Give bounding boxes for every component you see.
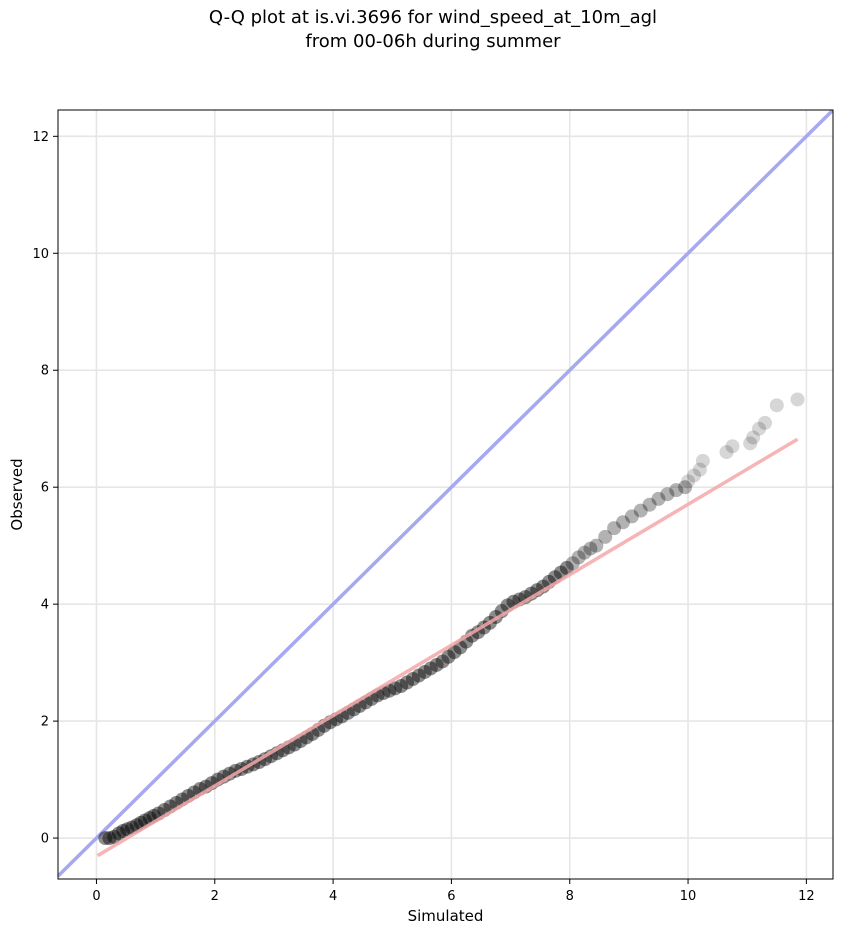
- data-point: [435, 654, 450, 669]
- data-point: [423, 661, 438, 676]
- data-point: [447, 645, 462, 660]
- data-point: [116, 824, 131, 839]
- data-point: [589, 538, 604, 553]
- y-tick-label: 12: [32, 130, 49, 145]
- data-point: [571, 550, 586, 565]
- data-point: [607, 521, 622, 536]
- data-point: [577, 545, 592, 560]
- data-point: [565, 556, 580, 571]
- data-point: [400, 675, 415, 690]
- fit-line: [96, 437, 799, 858]
- data-point: [98, 831, 113, 846]
- data-point: [598, 529, 613, 544]
- data-point: [111, 826, 126, 841]
- reference-line: [58, 110, 833, 878]
- data-point: [120, 822, 135, 837]
- x-tick-label: 12: [798, 889, 815, 904]
- chart-title-line-2: from 00-06h during summer: [305, 31, 561, 52]
- data-point: [441, 649, 456, 664]
- data-point: [746, 430, 761, 445]
- axis-ticks: 0 2 4 6 8 10 12 0 2 4 6 8 10 12: [32, 130, 814, 904]
- data-point: [624, 509, 639, 524]
- y-tick-label: 4: [41, 598, 49, 613]
- data-point: [107, 829, 122, 844]
- data-point: [681, 474, 696, 489]
- y-tick-label: 0: [41, 832, 49, 847]
- y-tick-label: 10: [32, 247, 49, 262]
- x-tick-label: 4: [329, 889, 337, 904]
- grid: [58, 110, 833, 879]
- data-point: [669, 483, 684, 498]
- data-point: [686, 468, 701, 483]
- data-point: [725, 439, 740, 454]
- data-point: [642, 497, 657, 512]
- data-point: [633, 503, 648, 518]
- plot-frame: [57, 109, 834, 880]
- plot-area: [58, 110, 833, 878]
- data-point: [394, 679, 409, 694]
- data-point: [411, 668, 426, 683]
- data-point: [790, 392, 805, 407]
- data-point: [429, 657, 444, 672]
- y-tick-label: 6: [41, 481, 49, 496]
- chart-title: Q-Q plot at is.vi.3696 for wind_speed_at…: [0, 6, 842, 54]
- data-point: [388, 681, 403, 696]
- data-point: [769, 398, 784, 413]
- data-point: [692, 462, 707, 477]
- data-point: [583, 541, 598, 556]
- y-axis-label: Observed: [8, 458, 26, 530]
- data-point: [752, 421, 767, 436]
- y-tick-label: 8: [41, 364, 49, 379]
- data-point: [757, 415, 772, 430]
- data-point: [559, 560, 574, 575]
- data-point: [651, 491, 666, 506]
- data-point: [719, 445, 734, 460]
- x-tick-label: 8: [566, 889, 574, 904]
- y-tick-label: 2: [41, 715, 49, 730]
- data-point: [695, 453, 710, 468]
- data-point: [660, 487, 675, 502]
- x-axis-label: Simulated: [408, 907, 484, 925]
- data-point: [743, 436, 758, 451]
- data-point: [615, 515, 630, 530]
- data-point: [405, 672, 420, 687]
- chart-title-line-1: Q-Q plot at is.vi.3696 for wind_speed_at…: [208, 7, 658, 28]
- x-tick-label: 2: [211, 889, 219, 904]
- data-point: [417, 664, 432, 679]
- x-tick-label: 6: [447, 889, 455, 904]
- x-tick-label: 0: [92, 889, 100, 904]
- data-point: [124, 820, 139, 835]
- data-point: [382, 683, 397, 698]
- data-point: [102, 831, 117, 846]
- x-tick-label: 10: [680, 889, 697, 904]
- data-point: [678, 480, 693, 495]
